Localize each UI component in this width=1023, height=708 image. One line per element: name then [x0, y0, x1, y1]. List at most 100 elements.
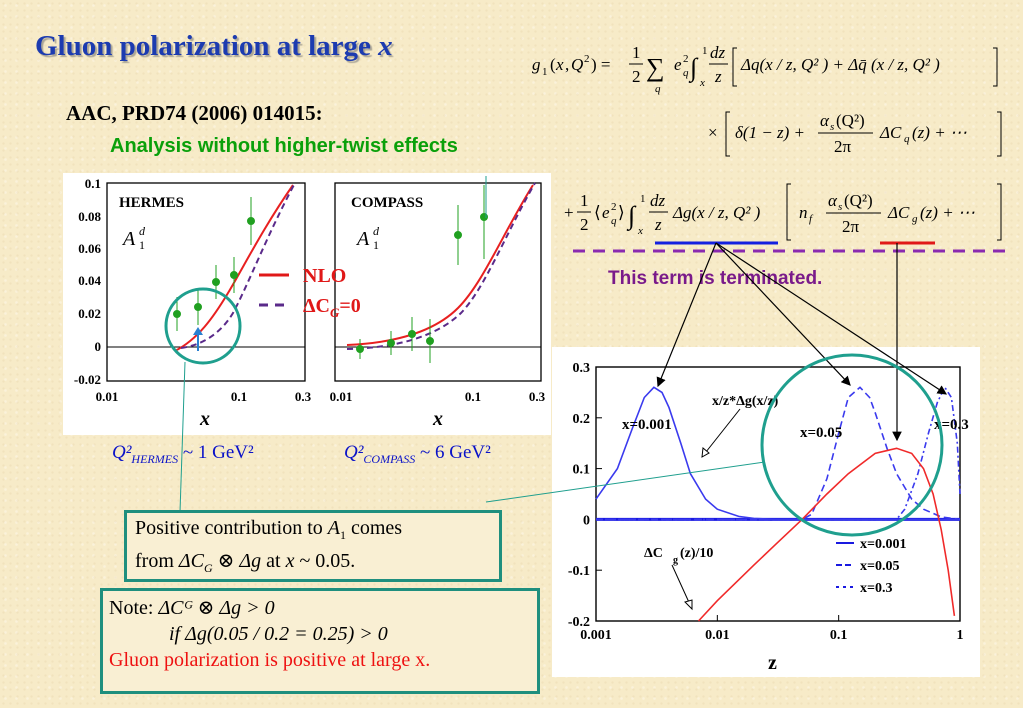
hermes-point — [230, 271, 238, 279]
svg-text:f: f — [809, 213, 814, 225]
svg-text:2: 2 — [683, 53, 689, 65]
svg-text:1: 1 — [702, 45, 708, 57]
dcg-annotation-sub: g — [673, 555, 678, 566]
y-tick-label: -0.2 — [568, 615, 590, 630]
svg-text:q: q — [683, 67, 689, 79]
note-box-gluon: Note: ΔCᴳ ⊗ Δg > 0 if Δg(0.05 / 0.2 = 0.… — [100, 588, 540, 694]
a1-label-compass: A — [355, 228, 370, 250]
hermes-data-points — [173, 197, 255, 331]
hx-tick-2: 0.3 — [295, 389, 312, 404]
svg-text:(: ( — [550, 55, 556, 74]
y-tick-label: 0.1 — [573, 463, 591, 478]
conclusion-text: Gluon polarization is positive at large … — [109, 649, 431, 671]
q2-compass: Q²COMPASS ~ 6 GeV² — [344, 442, 491, 466]
svg-text:ΔC: ΔC — [887, 203, 910, 222]
cx-tick-2: 0.3 — [529, 389, 546, 404]
svg-text:dz: dz — [710, 43, 726, 62]
y-tick-label: -0.1 — [568, 564, 590, 579]
svg-text:1: 1 — [632, 43, 641, 62]
x03-annotation: x=0.3 — [934, 417, 969, 433]
svg-text:2: 2 — [580, 215, 589, 234]
x-tick-label: 1 — [957, 628, 964, 643]
x-axis-label: z — [768, 652, 777, 674]
svg-text:) =: ) = — [591, 55, 611, 74]
svg-text:(Q²): (Q²) — [844, 191, 873, 210]
svg-text:q: q — [655, 83, 661, 95]
compass-data-points — [356, 185, 488, 363]
svg-text:s: s — [830, 121, 834, 133]
svg-text:Δg(x / z, Q² ): Δg(x / z, Q² ) — [672, 203, 761, 222]
compass-point — [387, 339, 395, 347]
y-tick-3: 0.04 — [78, 273, 101, 288]
svg-text:e: e — [674, 55, 682, 74]
svg-text:Q: Q — [571, 55, 583, 74]
svg-text:1: 1 — [640, 193, 646, 205]
a1-label-hermes: A — [121, 228, 136, 250]
svg-text:ΔC: ΔC — [879, 123, 902, 142]
compass-label: COMPASS — [351, 195, 423, 211]
y-tick-2: 0.06 — [78, 241, 101, 256]
dg-annotation: x/z*Δg(x/z) — [712, 394, 779, 409]
y-tick-label: 0.2 — [573, 412, 591, 427]
a1-sub-compass: 1 — [373, 238, 379, 252]
compass-point — [408, 330, 416, 338]
cx-tick-0: 0.01 — [330, 389, 353, 404]
subtitle: Analysis without higher-twist effects — [110, 135, 458, 157]
legend-dcg-sub: G — [330, 305, 340, 320]
x-tick-label: 0.1 — [830, 628, 848, 643]
y-tick-6: -0.02 — [74, 372, 101, 387]
cx-label: x — [432, 408, 443, 430]
series-line-3 — [697, 447, 956, 622]
svg-text:δ(1 − z) +: δ(1 − z) + — [735, 123, 805, 142]
hermes-point — [212, 278, 220, 286]
svg-text:g: g — [532, 55, 541, 74]
legend-label-0: x=0.001 — [860, 537, 906, 552]
svg-text:x: x — [699, 77, 705, 89]
svg-text:e: e — [602, 203, 610, 222]
svg-text:∫: ∫ — [688, 53, 699, 83]
legend-label-1: x=0.05 — [860, 559, 899, 574]
svg-text:Δq(x / z, Q² ) + Δq̄ (x / z, Q: Δq(x / z, Q² ) + Δq̄ (x / z, Q² ) — [740, 55, 940, 74]
svg-text:2: 2 — [632, 67, 641, 86]
svg-text:n: n — [799, 203, 808, 222]
y-tick-0: 0.1 — [85, 176, 101, 191]
dcg-annotation-arrowhead — [684, 599, 693, 611]
svg-text:2π: 2π — [834, 137, 852, 156]
note-box-positive: Positive contribution to A1 comes from Δ… — [124, 510, 502, 582]
q2-hermes: Q²HERMES ~ 1 GeV² — [112, 442, 254, 466]
svg-text:∫: ∫ — [626, 201, 637, 231]
svg-text:×: × — [708, 123, 718, 142]
svg-text:1: 1 — [542, 66, 548, 78]
svg-text:g: g — [912, 213, 918, 225]
slide-title: Gluon polarization at large x — [35, 30, 393, 62]
legend-dcg-val: =0 — [339, 295, 360, 317]
svg-text:q: q — [611, 215, 617, 227]
dcg0-curve-hermes — [180, 182, 296, 349]
dg-annotation-arrow — [701, 408, 741, 458]
dcg-annotation: ΔC — [644, 546, 663, 561]
hermes-point — [173, 310, 181, 318]
dcg-annotation-tail: (z)/10 — [680, 546, 713, 561]
a1-sup-hermes: d — [139, 224, 146, 238]
legend-nlo: NLO — [303, 265, 346, 287]
hermes-point — [247, 217, 255, 225]
a1-sup-compass: d — [373, 224, 380, 238]
svg-text:z: z — [654, 215, 662, 234]
compass-point — [454, 231, 462, 239]
svg-text:α: α — [820, 111, 830, 130]
terminated-note: This term is terminated. — [608, 268, 823, 289]
compass-point — [426, 337, 434, 345]
asymmetry-plots: 0.1 0.08 0.06 0.04 0.02 0 -0.02 HERMES A… — [63, 173, 551, 435]
svg-text:∑: ∑ — [646, 53, 665, 82]
y-tick-label: 0.3 — [573, 361, 591, 376]
compass-point — [356, 345, 364, 353]
svg-text:(z) + ⋯: (z) + ⋯ — [920, 203, 975, 222]
cx-tick-1: 0.1 — [465, 389, 481, 404]
dg-annotation-arrowhead — [701, 447, 710, 458]
legend-label-2: x=0.3 — [860, 581, 892, 596]
hx-label: x — [199, 408, 210, 430]
svg-text:dz: dz — [650, 191, 666, 210]
gluon-chart: 0.3 0.2 0.1 0 -0.1 -0.20.001 0.01 0.1 1 z x/z*Δg(x… — [568, 361, 969, 674]
svg-text:⟨: ⟨ — [594, 203, 601, 222]
hermes-highlight-circle — [164, 287, 242, 365]
